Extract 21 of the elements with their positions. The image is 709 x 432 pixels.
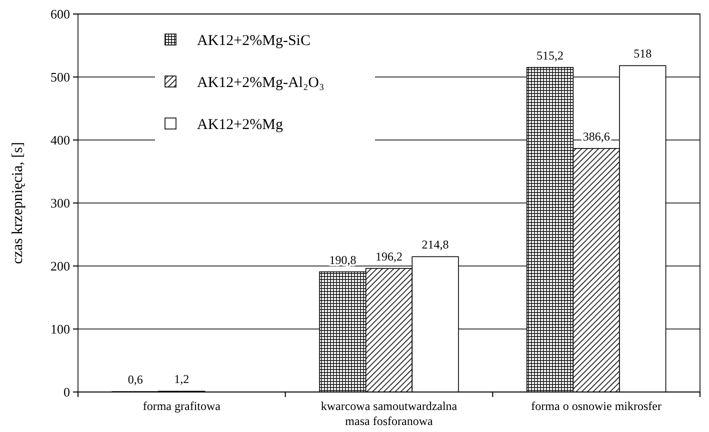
data-label: 518 [634, 46, 652, 61]
y-tick-label: 300 [50, 196, 70, 211]
y-tick-label: 0 [64, 384, 70, 400]
data-label: 1,2 [174, 372, 190, 386]
legend-label: AK12+2%Mg-SiC [197, 33, 310, 49]
y-axis-title: czas krzepnięcia, [s] [10, 142, 26, 264]
data-label: 515,2 [536, 48, 564, 62]
data-label: 214,8 [422, 238, 449, 252]
data-label: 190,8 [329, 252, 356, 267]
data-label: 196,2 [376, 249, 402, 264]
y-tick-label: 600 [50, 6, 70, 22]
x-tick-label: kwarcowa samoutwardzalna masa fosforanowa [320, 399, 458, 428]
x-tick-label: forma grafitowa [142, 399, 222, 413]
y-tick-label: 400 [50, 132, 70, 148]
data-label: 0,6 [128, 372, 143, 387]
legend-label: AK12+2%Mg-Al₂O₃ [197, 75, 324, 91]
y-tick-label: 500 [50, 70, 70, 85]
y-tick-label: 100 [50, 322, 70, 337]
x-tick-label: forma o osnowie mikrosfer [531, 399, 662, 413]
legend-label: AK12+2%Mg [197, 117, 284, 133]
y-tick-label: 200 [50, 258, 70, 274]
